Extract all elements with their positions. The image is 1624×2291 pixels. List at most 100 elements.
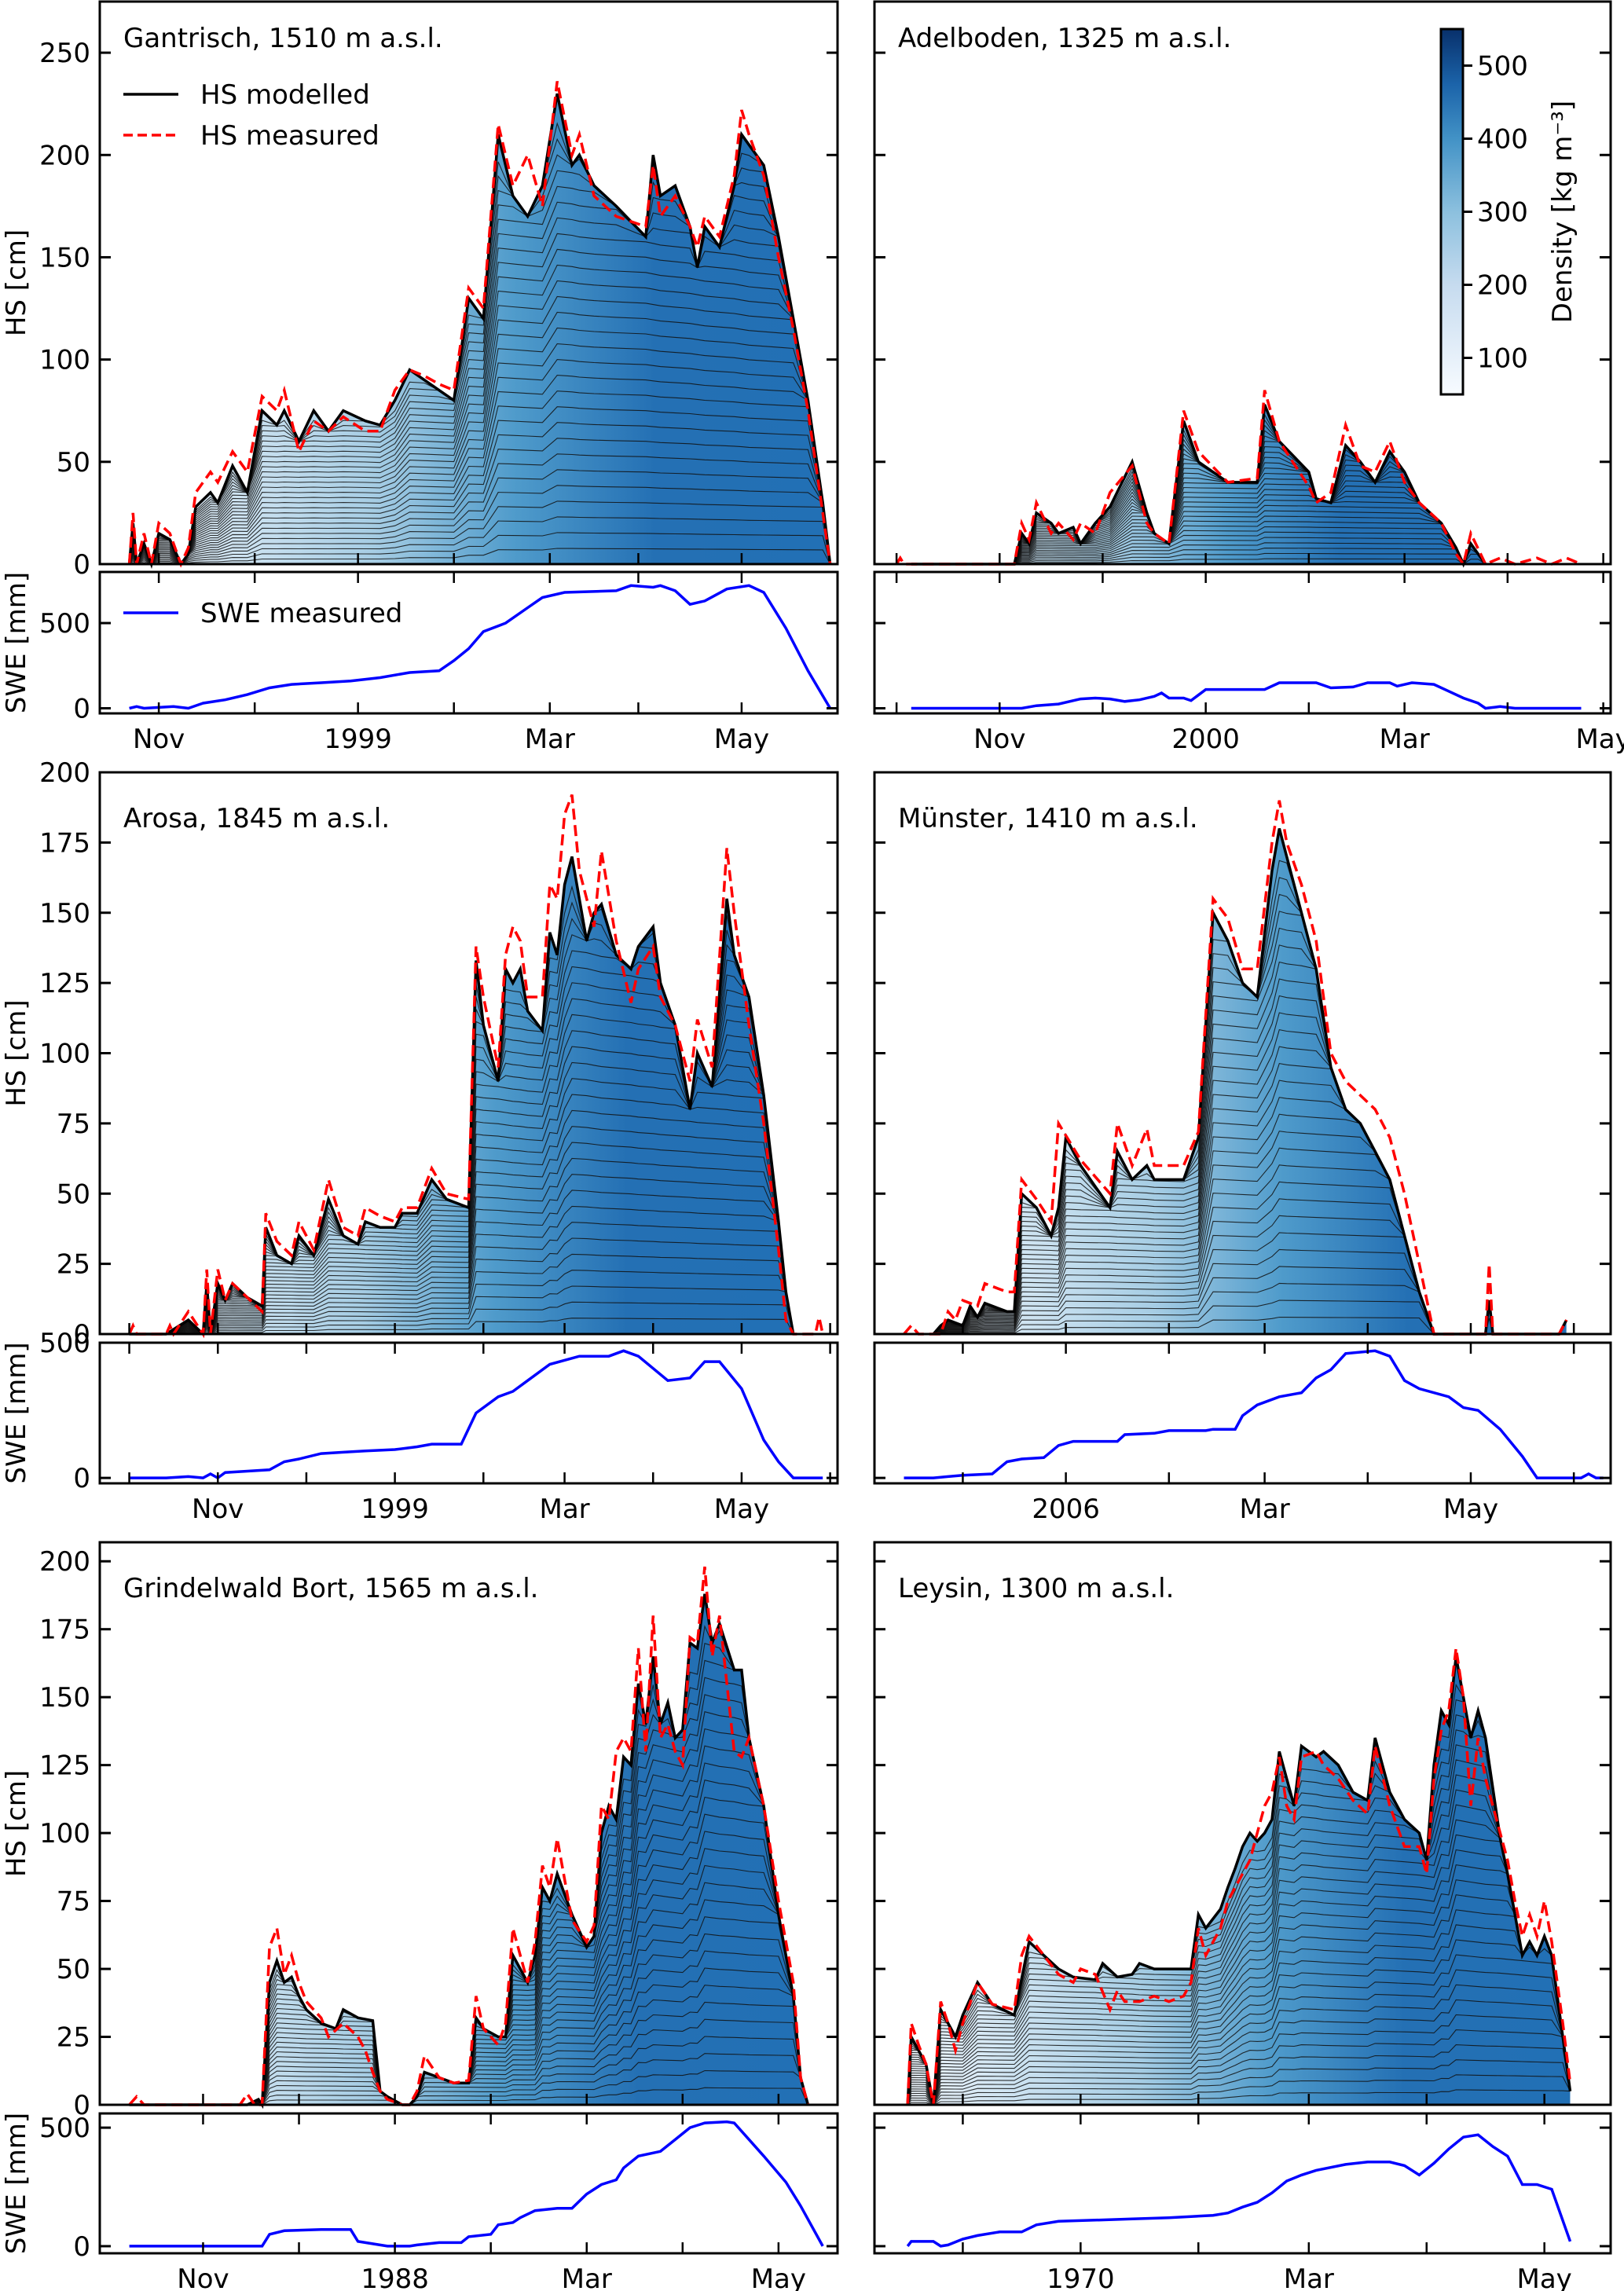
panel-middle-left: 0 25 50 75 100 125 150 175 200 Arosa, 1845 m a.s.… xyxy=(1,757,839,1525)
y-tick-label: 150 xyxy=(39,1682,90,1714)
x-tick-label: May xyxy=(1575,724,1624,755)
snow-layer-line xyxy=(129,1985,808,2105)
x-tick-label: 1970 xyxy=(1047,2264,1115,2291)
snow-layer-line xyxy=(129,1882,808,2105)
x-tick-label: Nov xyxy=(973,724,1025,755)
hs-legend: HS modelled HS measured xyxy=(123,79,379,152)
swe-measured-line xyxy=(906,2133,1572,2248)
y-tick-label: 150 xyxy=(39,242,90,273)
colorbar: 100 200 300 400 500 Density [kg m⁻³] xyxy=(1439,27,1578,396)
hs-axes-frame xyxy=(873,1541,1612,2106)
y-tick-label: 200 xyxy=(39,140,90,171)
colorbar-tick-label: 300 xyxy=(1477,197,1528,229)
snow-layer-line xyxy=(129,485,830,564)
snow-layer-line xyxy=(129,1967,808,2105)
snow-layer-line xyxy=(129,1174,794,1334)
swe-legend: SWE measured xyxy=(123,598,402,629)
x-tick-label: 1999 xyxy=(324,724,392,755)
snow-layer-line xyxy=(907,1819,1571,2105)
swe-axes-frame xyxy=(98,1341,839,1485)
snow-layer-line xyxy=(129,453,830,564)
x-tick-label: May xyxy=(1517,2264,1572,2291)
snow-layer-line xyxy=(907,1879,1571,2105)
snow-layer-line xyxy=(129,548,830,564)
hs-measured-line xyxy=(127,81,832,568)
swe-axes: 2006 Mar May xyxy=(873,1341,1612,1525)
snow-layer-line xyxy=(911,552,1486,564)
snow-layer-line xyxy=(129,1848,808,2105)
snow-layer-line xyxy=(129,1078,794,1334)
swe-axes-frame xyxy=(873,1341,1612,1485)
snow-layer-line xyxy=(907,2029,1571,2105)
snow-layer-line xyxy=(129,406,830,564)
snow-layer-line xyxy=(129,1950,808,2105)
snow-layer-line xyxy=(129,2087,808,2105)
snow-layer-line xyxy=(933,1215,1567,1334)
snow-layer-line xyxy=(911,515,1486,564)
y-tick-label: 0 xyxy=(73,1319,90,1351)
y-tick-label: 75 xyxy=(57,1886,90,1918)
hs-modelled-line xyxy=(127,93,832,570)
hs-modelled-line xyxy=(932,828,1568,1336)
snow-layer-line xyxy=(911,510,1486,564)
station-title: Adelboden, 1325 m a.s.l. xyxy=(898,23,1231,54)
x-tick-label: 1999 xyxy=(361,1494,429,1525)
station-title: Grindelwald Bort, 1565 m a.s.l. xyxy=(123,1573,538,1604)
hs-axes: 0 50 100 150 200 250 Gantrisch, 1510 m a.s.l. H… xyxy=(1,0,839,581)
snow-layer-line xyxy=(907,1894,1571,2105)
snowpack-density-fill xyxy=(129,1593,808,2105)
snow-layer-line xyxy=(911,558,1486,564)
snow-layer-line xyxy=(907,1789,1571,2105)
snow-layer-line xyxy=(129,1222,794,1334)
hs-measured-line xyxy=(906,1648,1572,2106)
snow-layer-line xyxy=(907,2014,1571,2105)
snow-layer-line xyxy=(907,2089,1571,2105)
snow-layer-line xyxy=(907,1954,1571,2105)
x-tick-label: Mar xyxy=(1380,724,1430,755)
y-tick-label: 50 xyxy=(57,1178,90,1210)
snow-layer-line xyxy=(129,1318,794,1334)
x-tick-label: May xyxy=(751,2264,806,2291)
snow-layer-line xyxy=(907,2074,1571,2105)
station-title: Leysin, 1300 m a.s.l. xyxy=(898,1573,1174,1604)
y-tick-label: 75 xyxy=(57,1109,90,1140)
snow-layer-line xyxy=(911,531,1486,564)
y-tick-label: 150 xyxy=(39,898,90,929)
hs-modelled-line xyxy=(129,856,795,1337)
snow-layer-line xyxy=(129,280,830,564)
snow-layer-line xyxy=(907,2044,1571,2105)
swe-axes: 0 500 Nov 1999 Mar May SWE [mm] xyxy=(1,570,839,755)
y-tick-label: 175 xyxy=(39,1615,90,1646)
swe-axes-frame xyxy=(98,570,839,715)
snow-layer-line xyxy=(911,548,1486,564)
y-tick-label: 25 xyxy=(57,2022,90,2054)
colorbar-tick-label: 200 xyxy=(1477,270,1528,302)
x-tick-label: Mar xyxy=(525,724,575,755)
y-tick-label: 100 xyxy=(39,1818,90,1849)
swe-measured-line xyxy=(904,1349,1604,1479)
snow-layer-line xyxy=(129,469,830,564)
hs-measured-line xyxy=(127,794,824,1339)
snow-layer-line xyxy=(129,1831,808,2105)
station-title: Münster, 1410 m a.s.l. xyxy=(898,803,1198,834)
snow-layer-line xyxy=(933,1248,1567,1334)
snow-layer-line xyxy=(911,521,1486,564)
y-tick-label: 50 xyxy=(57,447,90,478)
snow-layer-line xyxy=(907,1759,1571,2105)
colorbar-tick-label: 400 xyxy=(1477,124,1528,156)
colorbar-tick-label: 100 xyxy=(1477,343,1528,375)
snow-layer-line xyxy=(129,1237,794,1334)
snow-layer-line xyxy=(129,359,830,564)
snow-layer-line xyxy=(129,1030,794,1334)
snow-layer-line xyxy=(129,2069,808,2105)
y-tick-label: 200 xyxy=(39,1546,90,1578)
snow-layer-line xyxy=(911,537,1486,564)
panel-bottom-left: 0 25 50 75 100 125 150 175 200 Grindelwald Bort, … xyxy=(1,1541,839,2291)
y-tick-label: 100 xyxy=(39,1039,90,1070)
panel-middle-right: Münster, 1410 m a.s.l. 2006 Mar May xyxy=(873,771,1612,1525)
y-tick-label: 50 xyxy=(57,1954,90,1985)
swe-axes-frame xyxy=(98,2112,839,2255)
y-tick-label: 0 xyxy=(73,549,90,581)
